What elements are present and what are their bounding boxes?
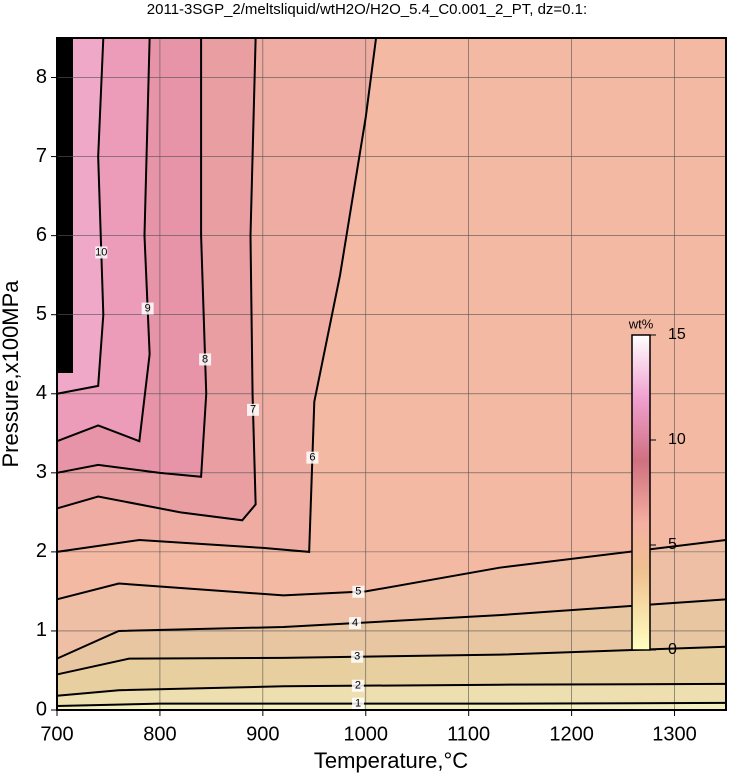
- contour-line: [56, 38, 208, 478]
- y-tick-label: 6: [36, 224, 47, 246]
- contour-label-box: [351, 650, 364, 663]
- x-tick-label: 800: [143, 723, 176, 745]
- contour-label-box: [352, 585, 365, 598]
- colorbar-tick-label: 0: [668, 641, 677, 658]
- contour-line: [56, 598, 727, 660]
- contour-label-box: [247, 403, 260, 416]
- saturated-region: [57, 38, 73, 373]
- contour-label-box: [352, 697, 365, 710]
- contour-label: 8: [202, 353, 208, 365]
- y-tick-label: 4: [36, 382, 47, 404]
- contour-label-box: [351, 679, 364, 692]
- y-tick-label: 7: [36, 145, 47, 167]
- contour-line: [56, 645, 727, 676]
- contour-label-box: [349, 617, 362, 630]
- contour-label: 4: [352, 617, 358, 629]
- contour-label-box: [141, 302, 154, 315]
- chart-title: 2011-3SGP_2/meltsliquid/wtH2O/H2O_5.4_C0…: [147, 1, 587, 18]
- x-tick-label: 1100: [447, 723, 490, 745]
- contour-label: 10: [95, 246, 107, 258]
- x-axis-label: Temperature,°C: [314, 748, 468, 773]
- contour-label-box: [306, 451, 319, 464]
- colorbar: [631, 334, 651, 651]
- contour-label: 9: [145, 302, 151, 314]
- x-tick-label: 1200: [549, 723, 594, 745]
- contour-line: [56, 37, 378, 553]
- contour-line: [56, 539, 727, 601]
- y-tick-label: 3: [36, 461, 47, 483]
- colorbar-tick-label: 5: [668, 536, 677, 553]
- y-tick-label: 0: [36, 698, 47, 720]
- x-tick-label: 1300: [652, 723, 697, 745]
- contour-label: 3: [354, 651, 360, 663]
- colorbar-tick-label: 15: [668, 326, 686, 343]
- contour-label: 7: [250, 404, 256, 416]
- y-tick-label: 2: [36, 540, 47, 562]
- contour-label: 1: [355, 698, 361, 710]
- y-axis-label: Pressure,x100MPa: [0, 280, 23, 468]
- contour-label-box: [95, 246, 108, 259]
- contour-line: [56, 682, 727, 697]
- y-tick-label: 8: [36, 66, 47, 88]
- contour-line: [56, 37, 105, 395]
- colorbar-tick-label: 10: [668, 431, 686, 448]
- contour-line: [56, 37, 151, 443]
- contour-label: 2: [355, 680, 361, 692]
- x-tick-label: 1000: [344, 723, 389, 745]
- contour-line: [56, 37, 257, 522]
- plot-frame: [56, 37, 727, 711]
- colorbar-label: wt%: [628, 316, 654, 331]
- y-tick-label: 5: [36, 303, 47, 325]
- contour-label-box: [199, 353, 212, 366]
- y-tick-label: 1: [36, 619, 47, 641]
- plot-area: 1 2 3 4 5 6 7 8 9 10: [56, 37, 727, 711]
- contour-line: [56, 701, 727, 708]
- contour-label: 6: [309, 452, 315, 464]
- x-tick-label: 900: [246, 723, 279, 745]
- contour-label: 5: [355, 586, 361, 598]
- x-tick-label: 700: [40, 723, 73, 745]
